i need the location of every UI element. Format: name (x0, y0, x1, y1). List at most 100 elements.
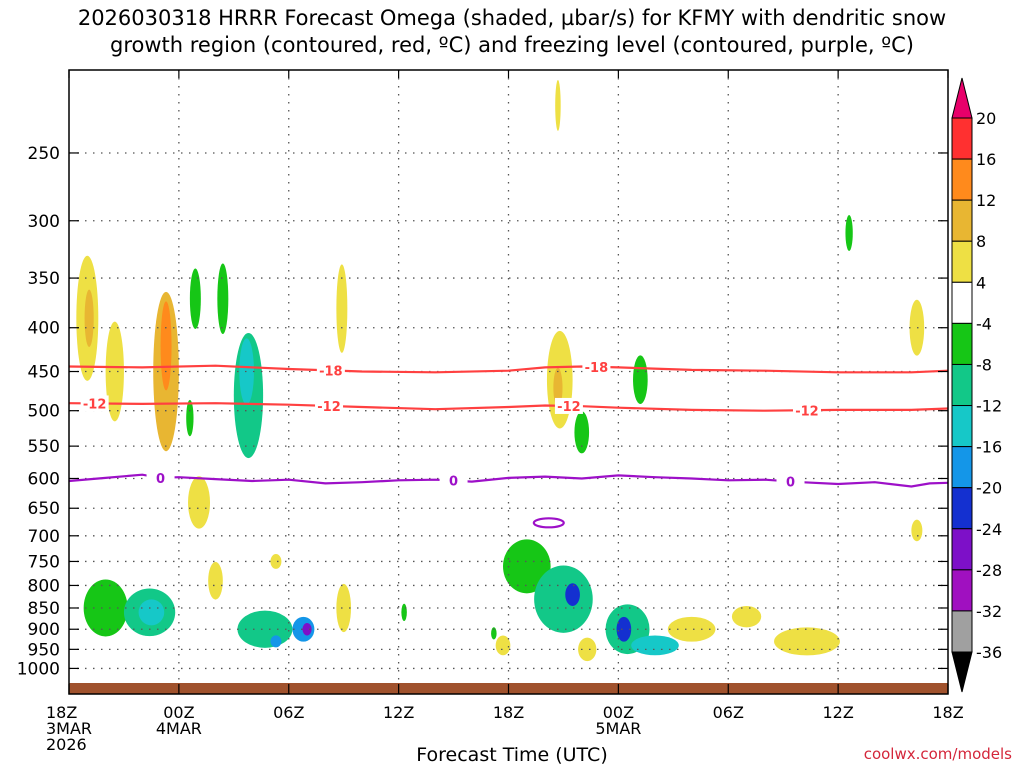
contour-loop-0 (532, 517, 565, 529)
chart-title-line1: 2026030318 HRRR Forecast Omega (shaded, … (77, 6, 947, 30)
colorbar-swatch (951, 199, 973, 242)
omega-cell-32 (105, 321, 124, 422)
contour-label-bg (554, 397, 583, 414)
colorbar-swatch (951, 158, 973, 201)
omega-cell-24 (578, 637, 597, 662)
colorbar-label: -20 (976, 479, 1002, 498)
contour-label--12: -12 (795, 404, 819, 419)
y-tick-label: 1000 (17, 659, 60, 679)
colorbar-label: -24 (976, 520, 1002, 539)
y-tick-label: 800 (28, 576, 60, 596)
colorbar-label: -32 (976, 602, 1002, 621)
grid-layer (69, 70, 948, 683)
y-tick-label: 250 (28, 144, 60, 164)
y-tick-label: 500 (28, 402, 60, 422)
omega-cell-6 (138, 599, 165, 626)
contour-label-bg (776, 473, 805, 490)
colorbar-swatch (951, 281, 973, 324)
contour-label--12: -12 (557, 400, 581, 415)
omega-cell-1 (84, 289, 94, 347)
omega-cell-40 (491, 627, 497, 640)
colorbar-label: 12 (976, 191, 996, 210)
omega-cell-22 (616, 616, 632, 642)
y-tick-label: 900 (28, 620, 60, 640)
colorbar-swatch (951, 240, 973, 283)
omega-cell-19 (534, 565, 593, 633)
colorbar-label: 16 (976, 150, 996, 169)
omega-cell-39 (495, 635, 511, 656)
contour-label-bg (146, 469, 175, 486)
omega-cell-3 (160, 301, 172, 391)
contour-label--12: -12 (317, 400, 341, 415)
colorbar-swatch (951, 528, 973, 571)
x-tick-label: 12Z (822, 703, 853, 722)
y-tick-label: 450 (28, 363, 60, 383)
x-tick-label: 2026 (46, 735, 87, 754)
colorbar-label: -16 (976, 438, 1002, 457)
x-tick-label: 18Z (46, 703, 77, 722)
omega-cell-17 (553, 367, 563, 408)
colorbar-swatch (951, 117, 973, 160)
y-tick-label: 300 (28, 212, 60, 232)
omega-cell-42 (555, 80, 561, 131)
colorbar: 20 16 12 8 4 -4 -8 -12 -16 -20 -24 -28 -32 -36 (951, 77, 1002, 693)
x-tick-label: 12Z (383, 703, 414, 722)
y-tick-label: 750 (28, 552, 60, 572)
omega-cell-15 (336, 264, 348, 353)
contour-label--18: -18 (319, 364, 343, 379)
omega-cell-8 (239, 338, 254, 405)
omega-cell-28 (731, 605, 762, 628)
omega-shading-layer (76, 80, 925, 662)
x-tick-label: 00Z (603, 703, 634, 722)
x-tick-label: 4MAR (156, 719, 202, 738)
x-tick-label: 5MAR (595, 719, 641, 738)
x-tick-label: 18Z (932, 703, 963, 722)
contour-label-bg (582, 358, 611, 375)
omega-cell-20 (565, 583, 580, 606)
omega-cell-37 (270, 554, 282, 569)
contour-label-bg (80, 395, 109, 412)
x-tick-label: 00Z (163, 703, 194, 722)
colorbar-top-arrow (951, 77, 973, 119)
omega-cell-23 (631, 635, 679, 656)
x-tick-label: 06Z (713, 703, 744, 722)
omega-cell-38 (401, 603, 407, 621)
chart-title-line2: growth region (contoured, red, ºC) and f… (110, 33, 914, 57)
omega-cell-41 (845, 214, 853, 251)
omega-cell-36 (208, 561, 223, 600)
contour-layer: -18 -18 -12 -12 -12 -12 0 0 0 (68, 358, 949, 529)
omega-cell-14 (336, 583, 352, 633)
omega-cell-35 (186, 399, 194, 437)
y-tick-label: 950 (28, 640, 60, 660)
colorbar-swatch (951, 487, 973, 530)
colorbar-label: -8 (976, 355, 992, 374)
colorbar-label: 20 (976, 109, 996, 128)
colorbar-swatch (951, 569, 973, 612)
y-tick-label: 650 (28, 499, 60, 519)
x-tick-label: 06Z (273, 703, 304, 722)
omega-cell-13 (270, 635, 282, 648)
contour-line--18 (68, 364, 949, 374)
contour-label-bg (439, 472, 468, 489)
y-axis: 2503003504004505005506006507007508008509… (17, 144, 948, 679)
x-axis-title: Forecast Time (UTC) (416, 744, 608, 766)
contour-line-0 (68, 473, 949, 488)
omega-cell-25 (574, 411, 590, 454)
contour-label--18: -18 (585, 361, 609, 376)
colorbar-swatch (951, 405, 973, 448)
x-tick-label: 18Z (493, 703, 524, 722)
colorbar-label: -4 (976, 314, 992, 333)
credit-text: coolwx.com/models (863, 745, 1012, 763)
colorbar-swatch (951, 610, 973, 653)
omega-cell-27 (667, 616, 716, 642)
omega-cell-9 (217, 263, 229, 335)
colorbar-swatch (951, 363, 973, 407)
colorbar-label: -36 (976, 643, 1002, 662)
colorbar-label: 4 (976, 273, 986, 292)
y-tick-label: 550 (28, 437, 60, 457)
y-tick-label: 850 (28, 599, 60, 619)
omega-cell-30 (909, 299, 925, 356)
y-tick-label: 600 (28, 469, 60, 489)
